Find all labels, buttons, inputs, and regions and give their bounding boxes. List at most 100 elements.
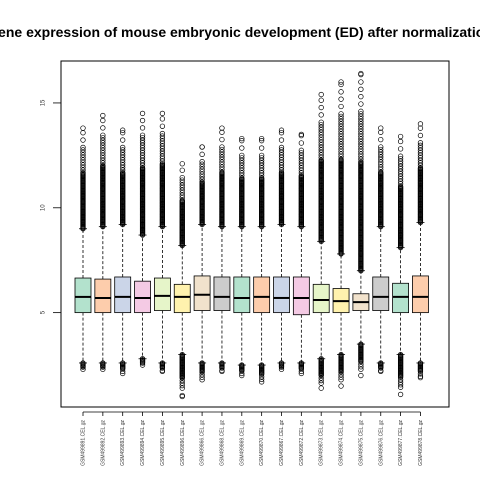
outlier-point bbox=[179, 392, 185, 399]
outlier-point bbox=[179, 385, 185, 391]
outlier-point bbox=[338, 126, 344, 132]
outlier-point bbox=[139, 362, 146, 368]
outlier-point bbox=[358, 138, 364, 145]
outlier-point bbox=[80, 152, 86, 158]
outlier-point bbox=[318, 104, 324, 111]
outlier-point bbox=[318, 152, 324, 158]
outlier-point bbox=[397, 384, 404, 390]
outlier-point bbox=[378, 365, 384, 371]
outlier-point bbox=[100, 137, 106, 143]
outlier-point bbox=[80, 125, 86, 131]
outlier-point bbox=[139, 147, 146, 153]
outlier-point bbox=[100, 157, 106, 164]
outlier-point bbox=[139, 155, 146, 161]
outlier-point bbox=[239, 372, 245, 379]
outlier-point bbox=[239, 175, 245, 181]
outlier-point bbox=[318, 144, 324, 151]
outlier-point bbox=[278, 127, 285, 133]
outlier-point bbox=[378, 161, 384, 168]
outlier-point bbox=[159, 110, 166, 117]
outlier-point bbox=[259, 157, 265, 164]
outlier-point bbox=[358, 101, 364, 107]
outlier-point bbox=[100, 147, 106, 153]
outlier-point bbox=[278, 149, 285, 156]
outlier-point bbox=[338, 143, 344, 150]
outlier-point bbox=[199, 372, 205, 378]
outlier-point bbox=[239, 135, 245, 142]
outlier-point bbox=[259, 175, 265, 181]
box bbox=[134, 280, 151, 314]
outlier-point bbox=[199, 161, 205, 167]
outlier-point bbox=[397, 391, 404, 398]
outlier-point bbox=[358, 126, 364, 132]
outlier-point bbox=[239, 370, 245, 377]
outlier-point bbox=[358, 70, 364, 77]
outlier-point bbox=[417, 152, 424, 159]
outlier-point bbox=[139, 360, 146, 366]
outlier-point bbox=[219, 368, 225, 375]
outlier-point bbox=[397, 183, 404, 190]
outlier-point bbox=[120, 368, 126, 375]
outlier-point bbox=[199, 369, 205, 375]
outlier-point bbox=[100, 162, 106, 169]
outlier-point bbox=[338, 133, 344, 140]
box-group bbox=[74, 125, 92, 372]
y-tick-label: 5 bbox=[41, 310, 47, 314]
outlier-point bbox=[358, 79, 364, 85]
outlier-point bbox=[199, 179, 205, 185]
x-tick-label: GSM499876.CEL.gz bbox=[378, 420, 384, 466]
outlier-point bbox=[80, 366, 86, 372]
outlier-point bbox=[298, 160, 305, 166]
outlier-point bbox=[179, 377, 185, 384]
outlier-point bbox=[298, 155, 305, 161]
outlier-point bbox=[378, 149, 384, 155]
outlier-point bbox=[219, 156, 225, 163]
outlier-point bbox=[318, 372, 324, 379]
outlier-point bbox=[338, 372, 344, 378]
outlier-point bbox=[417, 371, 424, 377]
outlier-point bbox=[159, 158, 166, 164]
outlier-point bbox=[338, 156, 344, 162]
box bbox=[292, 276, 310, 316]
outlier-point bbox=[219, 164, 225, 170]
outlier-point bbox=[159, 143, 166, 149]
outlier-point bbox=[397, 153, 404, 159]
outlier-point bbox=[338, 89, 344, 95]
outlier-point bbox=[378, 166, 384, 173]
outlier-point bbox=[278, 144, 285, 151]
outlier-point bbox=[338, 131, 344, 137]
x-tick-label: GSM499875.CEL.gz bbox=[358, 420, 364, 466]
outlier-point bbox=[338, 141, 344, 147]
outlier-point bbox=[417, 160, 424, 166]
outlier-point bbox=[318, 157, 324, 163]
outlier-point bbox=[338, 79, 344, 85]
outlier-point bbox=[378, 169, 384, 175]
box-group bbox=[372, 125, 390, 375]
outlier-point bbox=[358, 93, 364, 100]
outlier-point bbox=[278, 154, 285, 161]
outlier-point bbox=[199, 377, 205, 383]
outlier-point bbox=[139, 162, 146, 169]
outlier-point bbox=[179, 179, 185, 186]
outlier-point bbox=[239, 138, 245, 144]
outlier-point bbox=[100, 364, 106, 370]
outlier-point bbox=[139, 132, 146, 138]
outlier-point bbox=[397, 171, 404, 177]
outlier-point bbox=[80, 149, 86, 156]
outlier-point bbox=[378, 154, 384, 160]
outlier-point bbox=[139, 135, 146, 141]
outlier-point bbox=[397, 158, 404, 164]
box-group bbox=[312, 91, 330, 391]
box-group bbox=[332, 79, 350, 389]
outlier-point bbox=[239, 162, 245, 169]
outlier-point bbox=[278, 152, 285, 158]
outlier-point bbox=[378, 151, 384, 158]
outlier-point bbox=[378, 129, 384, 135]
outlier-point bbox=[358, 151, 364, 157]
outlier-point bbox=[338, 103, 344, 110]
outlier-point bbox=[100, 155, 106, 161]
outlier-point bbox=[179, 380, 185, 386]
outlier-point bbox=[417, 157, 424, 164]
outlier-point bbox=[100, 152, 106, 159]
